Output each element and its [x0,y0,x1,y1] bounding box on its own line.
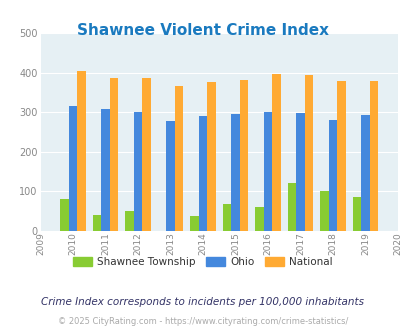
Bar [263,112,271,231]
Bar [369,81,377,231]
Bar [198,116,207,231]
Bar [336,81,345,231]
Bar [360,115,369,231]
Bar [166,121,174,231]
Bar [328,120,336,231]
Bar [190,216,198,231]
Bar [271,74,280,231]
Bar [222,205,231,231]
Bar [239,80,247,231]
Bar [207,82,215,231]
Bar [352,197,360,231]
Legend: Shawnee Township, Ohio, National: Shawnee Township, Ohio, National [73,257,332,267]
Text: Crime Index corresponds to incidents per 100,000 inhabitants: Crime Index corresponds to incidents per… [41,297,364,307]
Bar [287,183,296,231]
Bar [142,78,150,231]
Text: © 2025 CityRating.com - https://www.cityrating.com/crime-statistics/: © 2025 CityRating.com - https://www.city… [58,317,347,326]
Bar [69,106,77,231]
Bar [93,215,101,231]
Bar [174,86,183,231]
Bar [101,109,109,231]
Bar [231,114,239,231]
Bar [125,211,134,231]
Bar [320,191,328,231]
Bar [60,199,69,231]
Bar [255,207,263,231]
Bar [109,78,118,231]
Bar [304,75,312,231]
Bar [296,113,304,231]
Text: Shawnee Violent Crime Index: Shawnee Violent Crime Index [77,23,328,38]
Bar [134,112,142,231]
Bar [77,71,85,231]
